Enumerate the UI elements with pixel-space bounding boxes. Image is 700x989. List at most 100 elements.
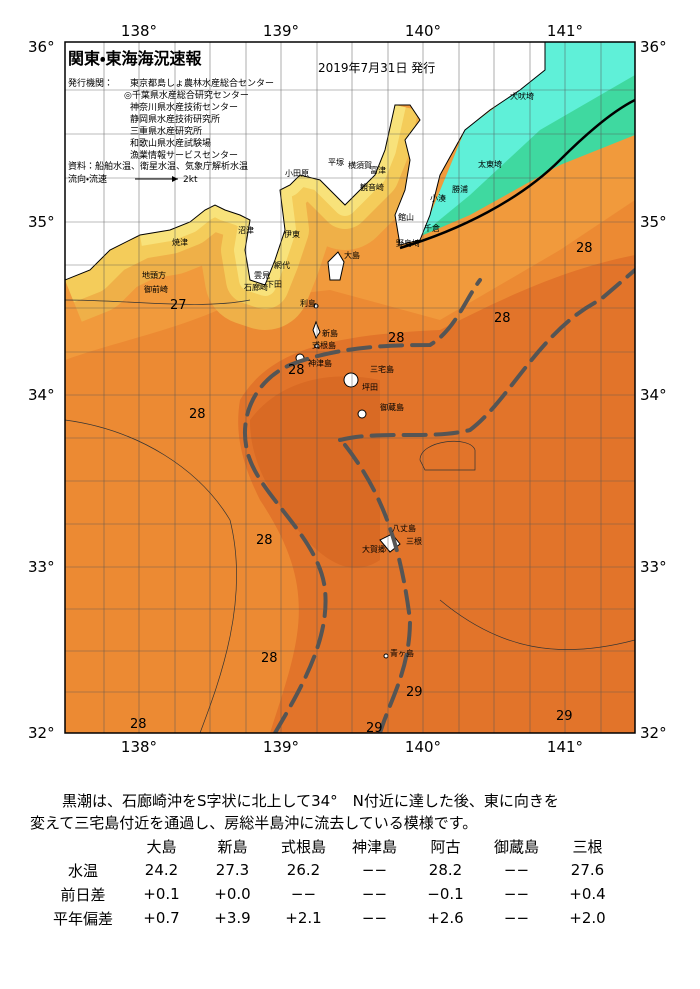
lat-label: 36° (28, 38, 55, 56)
corner (40, 834, 126, 858)
table-cell: 26.2 (286, 861, 321, 879)
islands (295, 251, 401, 659)
lon-label: 140° (405, 22, 441, 40)
table-cell: −− (503, 885, 530, 903)
place: 焼津 (172, 237, 188, 247)
table-row: 前日差 +0.1 +0.0 −− −− −0.1 −− +0.4 (40, 882, 623, 906)
place: 青ヶ島 (390, 648, 414, 658)
row-label: 前日差 (60, 885, 106, 904)
place: 小田原 (285, 169, 309, 178)
place: 犬吠埼 (510, 91, 534, 101)
lat-label: 32° (28, 724, 55, 742)
column-header: 新島 (217, 837, 248, 856)
place: 伊東 (284, 229, 300, 239)
lon-label: 138° (121, 738, 157, 756)
lat-label: 35° (640, 213, 667, 231)
summary-line: 黒潮は、石廊崎沖をS字状に北上して34° N付近に達した後、東に向きを (62, 792, 559, 810)
table-row: 水温 24.2 27.3 26.2 −− 28.2 −− 27.6 (40, 858, 623, 882)
temperature: 28 (494, 311, 511, 326)
column-header: 三根 (572, 837, 603, 856)
table-cell: −− (361, 861, 388, 879)
place-labels: 犬吠埼 太東埼 勝浦 小湊 千倉 館山 野島埼 富津 観音崎 横須賀 平塚 小田… (142, 91, 534, 658)
place: 富津 (370, 165, 386, 175)
table-row: 平年偏差 +0.7 +3.9 +2.1 −− +2.6 −− +2.0 (40, 906, 623, 930)
kuroshio-path (243, 268, 635, 733)
lon-label: 141° (547, 738, 583, 756)
table-cell: −0.1 (427, 885, 464, 903)
issue-date: 2019年7月31日 発行 (318, 61, 435, 75)
place: 横須賀 (348, 160, 372, 170)
kuroshio-zone (238, 255, 635, 733)
island (312, 320, 321, 340)
cold-water-inner (415, 42, 635, 240)
issuer: 東京都島しょ農林水産総合センター (130, 77, 274, 89)
table-cell: +2.1 (285, 909, 322, 927)
table-cell: 28.2 (428, 861, 463, 879)
place: 利島 (300, 298, 316, 308)
island (357, 409, 367, 419)
table-cell: +0.7 (143, 909, 180, 927)
table-cell: +2.0 (569, 909, 606, 927)
table-cell: +0.4 (569, 885, 606, 903)
summary-line: 変えて三宅島付近を通過し、房総半島沖に流去している模様です。 (30, 814, 478, 832)
kuroshio-axis (243, 278, 482, 733)
issuer: 漁業情報サービスセンター (130, 149, 238, 161)
row-label: 水温 (67, 861, 98, 880)
kuroshio-branch (338, 268, 635, 442)
lat-label: 33° (28, 558, 55, 576)
temperature: 29 (406, 685, 423, 700)
map-frame (64, 41, 636, 734)
place: 御蔵島 (380, 402, 404, 412)
lat-label: 34° (640, 386, 667, 404)
place: 勝浦 (452, 184, 468, 194)
kuroshio-branch (343, 443, 413, 733)
contours (65, 299, 635, 733)
table-header: 大島 新島 式根島 神津島 阿古 御蔵島 三根 (40, 834, 623, 858)
place: 館山 (398, 212, 414, 222)
summary: 黒潮は、石廊崎沖をS字状に北上して34° N付近に達した後、東に向きを 変えて三… (30, 790, 559, 834)
place: 三宅島 (370, 364, 394, 374)
temperature: 28 (261, 651, 278, 666)
place: 地頭方 (142, 270, 166, 280)
table-cell: −− (290, 885, 317, 903)
title: 関東・東海海況速報 (68, 49, 202, 68)
temperature-labels: 28 27 28 28 28 28 28 28 29 29 29 28 (130, 241, 593, 736)
island (343, 372, 359, 388)
flow-label: 流向・流速 (68, 173, 107, 185)
temperature: 28 (256, 533, 273, 548)
table-cell: −− (503, 909, 530, 927)
land (65, 42, 546, 286)
issuer: 神奈川県水産技術センター (130, 101, 238, 113)
table-cell: +0.0 (214, 885, 251, 903)
table-cell: −− (503, 861, 530, 879)
temperature: 28 (288, 363, 305, 378)
place: 式根島 (312, 340, 336, 350)
table-cell: +2.6 (427, 909, 464, 927)
flow-scale-head (172, 176, 178, 182)
place: 野島埼 (396, 238, 420, 248)
place: 三根 (406, 536, 422, 546)
place: 石廊崎 (244, 282, 268, 292)
row-label: 平年偏差 (52, 909, 113, 928)
lat-label: 32° (640, 724, 667, 742)
flow-scale: 2kt (183, 175, 198, 185)
temperature: 28 (130, 717, 147, 732)
table-cell: +3.9 (214, 909, 251, 927)
issuer: 静岡県水産技術研究所 (130, 113, 220, 125)
temperature: 27 (170, 298, 187, 313)
lat-label: 33° (640, 558, 667, 576)
observation-table: 大島 新島 式根島 神津島 阿古 御蔵島 三根 水温 24.2 27.3 26.2 −− 28.2 −−… (40, 834, 623, 930)
map: 138° 139° 140° 141° 138° 139° 140° 141° … (28, 22, 667, 756)
lon-label: 141° (547, 22, 583, 40)
place: 千倉 (424, 223, 440, 233)
place: 新島 (322, 328, 338, 338)
map-area (65, 42, 635, 733)
place: 観音崎 (360, 182, 384, 192)
place: 神津島 (308, 358, 332, 368)
column-header: 大島 (146, 837, 177, 856)
table-cell: −− (361, 885, 388, 903)
column-header: 御蔵島 (493, 837, 539, 856)
column-header: 阿古 (430, 837, 461, 856)
place: 大賀郷 (362, 544, 386, 554)
